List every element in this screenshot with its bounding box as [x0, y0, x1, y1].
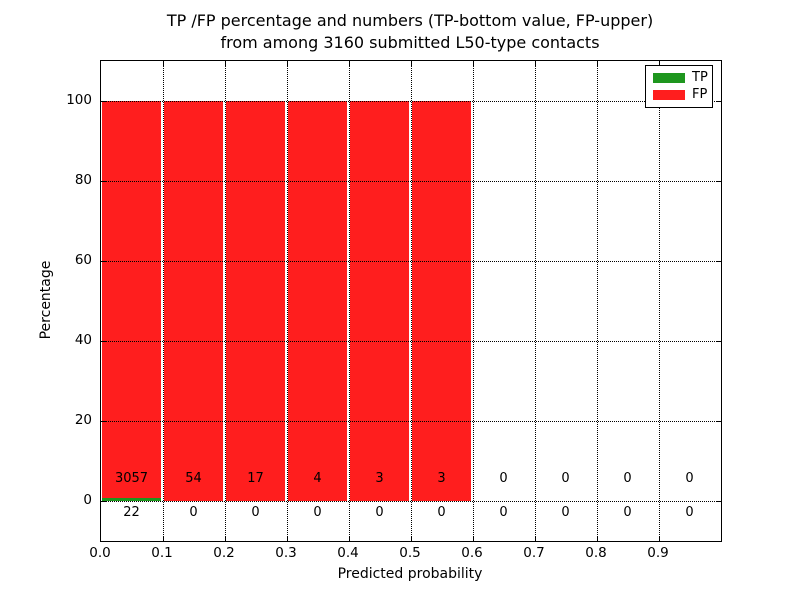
x-gridline — [659, 61, 660, 541]
x-tick-mark — [163, 61, 165, 66]
fp-count-label: 0 — [499, 471, 508, 486]
y-tick-label: 60 — [74, 252, 92, 268]
legend-row-fp: FP — [646, 88, 712, 102]
tp-count-label: 0 — [375, 505, 384, 520]
y-tick-mark — [101, 101, 106, 103]
fp-count-label: 3 — [375, 471, 384, 486]
fp-bar — [164, 101, 223, 501]
fp-count-label: 3 — [437, 471, 446, 486]
y-tick-mark — [716, 421, 721, 423]
y-tick-mark — [101, 501, 106, 503]
x-axis-label: Predicted probability — [337, 566, 483, 582]
fp-count-label: 3057 — [114, 471, 149, 486]
tp-count-label: 0 — [561, 505, 570, 520]
tp-count-label: 0 — [437, 505, 446, 520]
y-tick-mark — [716, 261, 721, 263]
legend: TP FP — [645, 65, 713, 108]
fp-count-label: 0 — [561, 471, 570, 486]
fp-bar — [350, 101, 409, 501]
fp-bar — [412, 101, 471, 501]
y-axis-label: Percentage — [38, 260, 54, 340]
x-gridline — [535, 61, 536, 541]
legend-label-tp: TP — [692, 70, 708, 85]
y-tick-label: 0 — [83, 492, 92, 508]
chart-title-line1: TP /FP percentage and numbers (TP-bottom… — [166, 11, 654, 30]
x-tick-label: 0.9 — [647, 545, 669, 561]
x-tick-mark — [597, 536, 599, 541]
tp-count-label: 0 — [251, 505, 260, 520]
x-gridline — [349, 61, 350, 541]
tp-bar — [102, 498, 161, 501]
fp-bar — [288, 101, 347, 501]
y-tick-label: 20 — [74, 412, 92, 428]
y-tick-mark — [716, 181, 721, 183]
y-tick-mark — [716, 101, 721, 103]
tp-count-label: 22 — [123, 505, 140, 520]
y-tick-label: 100 — [66, 92, 92, 108]
x-tick-mark — [225, 536, 227, 541]
tp-count-label: 0 — [685, 505, 694, 520]
fp-count-label: 0 — [685, 471, 694, 486]
chart-title-line2: from among 3160 submitted L50-type conta… — [220, 33, 600, 52]
x-gridline — [163, 61, 164, 541]
x-tick-mark — [535, 61, 537, 66]
y-tick-mark — [101, 181, 106, 183]
legend-label-fp: FP — [692, 87, 708, 102]
x-tick-label: 0.3 — [275, 545, 297, 561]
tp-count-label: 0 — [623, 505, 632, 520]
x-tick-label: 0.0 — [89, 545, 111, 561]
fp-bar — [102, 101, 161, 498]
x-tick-mark — [349, 536, 351, 541]
x-gridline — [597, 61, 598, 541]
x-tick-label: 0.8 — [585, 545, 607, 561]
y-tick-mark — [101, 341, 106, 343]
tp-swatch-icon — [653, 73, 685, 83]
x-gridline — [225, 61, 226, 541]
x-tick-label: 0.7 — [523, 545, 545, 561]
x-tick-mark — [597, 61, 599, 66]
x-tick-label: 0.2 — [213, 545, 235, 561]
x-tick-mark — [287, 61, 289, 66]
tp-count-label: 0 — [189, 505, 198, 520]
fp-count-label: 17 — [247, 471, 264, 486]
x-tick-mark — [473, 536, 475, 541]
chart-title: TP /FP percentage and numbers (TP-bottom… — [100, 10, 720, 54]
y-tick-mark — [101, 421, 106, 423]
x-tick-mark — [411, 61, 413, 66]
x-tick-mark — [163, 536, 165, 541]
fp-swatch-icon — [653, 90, 685, 100]
y-tick-mark — [716, 341, 721, 343]
x-tick-mark — [411, 536, 413, 541]
x-tick-mark — [287, 536, 289, 541]
y-tick-mark — [716, 501, 721, 503]
fp-count-label: 0 — [623, 471, 632, 486]
x-tick-mark — [659, 61, 661, 66]
x-tick-label: 0.4 — [337, 545, 359, 561]
plot-area: 3057 22 54 0 17 0 4 0 3 0 3 0 0 0 0 0 0 0 0 0 — [100, 60, 722, 542]
tp-count-label: 0 — [313, 505, 322, 520]
y-tick-label: 80 — [74, 172, 92, 188]
fp-bar — [226, 101, 285, 501]
tp-count-label: 0 — [499, 505, 508, 520]
x-tick-mark — [473, 61, 475, 66]
legend-row-tp: TP — [646, 71, 712, 85]
x-gridline — [411, 61, 412, 541]
x-tick-mark — [225, 61, 227, 66]
x-tick-label: 0.1 — [151, 545, 173, 561]
x-gridline — [287, 61, 288, 541]
x-tick-label: 0.6 — [461, 545, 483, 561]
x-tick-mark — [349, 61, 351, 66]
y-tick-label: 40 — [74, 332, 92, 348]
fp-count-label: 54 — [185, 471, 202, 486]
x-tick-mark — [659, 536, 661, 541]
y-tick-mark — [101, 261, 106, 263]
x-tick-mark — [535, 536, 537, 541]
x-gridline — [473, 61, 474, 541]
x-tick-label: 0.5 — [399, 545, 421, 561]
fp-count-label: 4 — [313, 471, 322, 486]
